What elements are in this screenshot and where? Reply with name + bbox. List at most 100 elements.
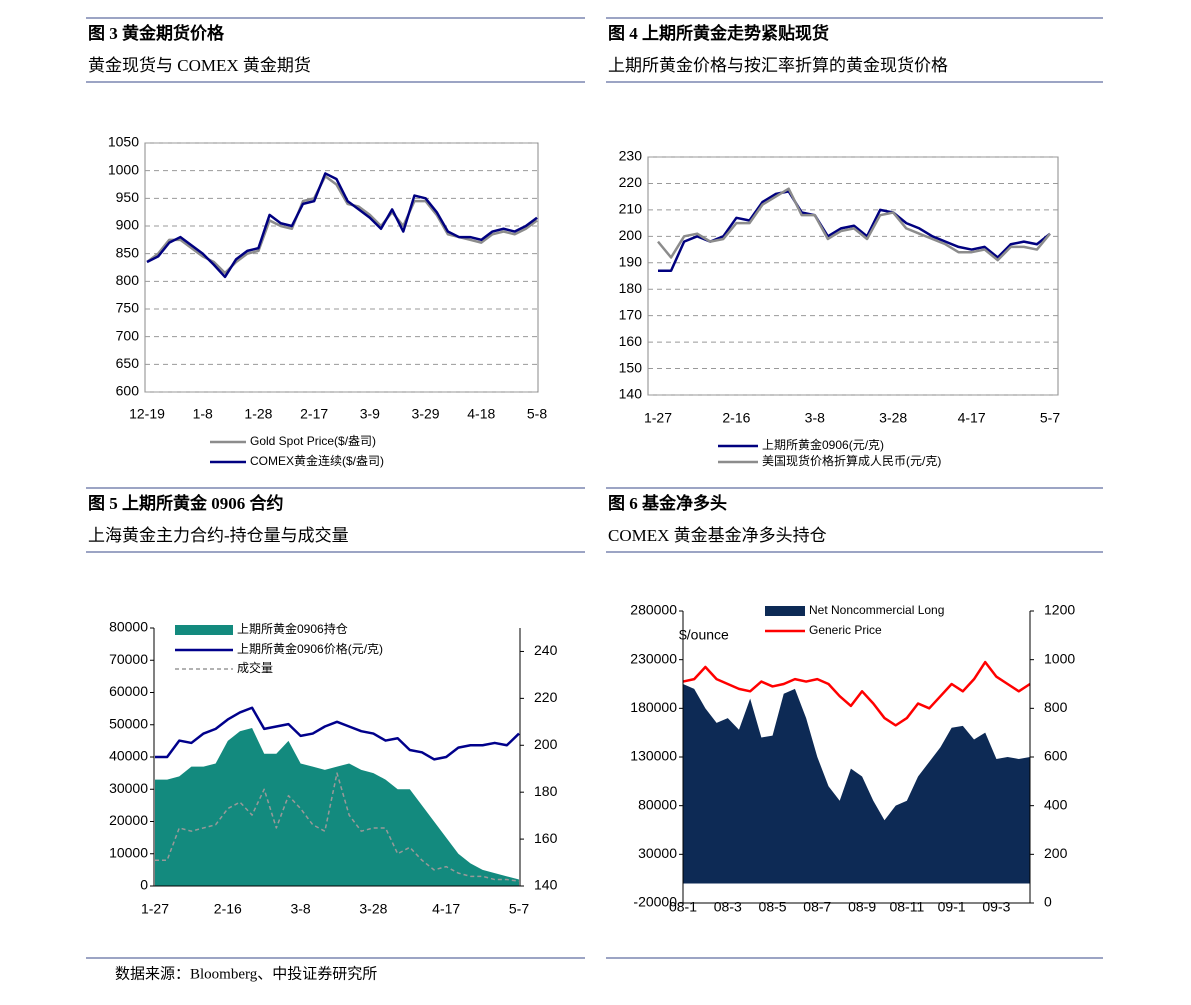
y-tick-label: 800 — [116, 272, 140, 288]
y-tick-label: 850 — [116, 244, 140, 260]
x-tick-label: 1-27 — [644, 410, 672, 426]
legend-label: Net Noncommercial Long — [809, 603, 944, 617]
x-tick-label: 2-16 — [214, 901, 242, 917]
y-tick-label: 750 — [116, 300, 140, 316]
y-tick-label: 10000 — [109, 844, 148, 860]
y-tick-label: 170 — [619, 306, 643, 322]
x-tick-label: 08-5 — [759, 899, 787, 915]
x-tick-label: 08-9 — [848, 899, 876, 915]
x-tick-label: 3-9 — [360, 406, 380, 422]
x-tick-label: 3-28 — [359, 901, 387, 917]
y-tick-label: 190 — [619, 253, 643, 269]
figure-title: 图 6 基金净多头 — [608, 493, 727, 513]
plot-frame — [144, 142, 539, 393]
legend-label: 上期所黄金0906(元/克) — [762, 437, 884, 452]
y-tick-label: 160 — [619, 333, 643, 349]
y-tick-label: 80000 — [109, 619, 148, 635]
y2-tick-label: 0 — [1044, 894, 1052, 910]
y-tick-label: 230000 — [630, 650, 677, 666]
legend-label: COMEX黄金连续($/盎司) — [250, 453, 384, 468]
y-tick-label: 700 — [116, 327, 140, 343]
y-tick-label: 70000 — [109, 651, 148, 667]
y-tick-label: 1000 — [108, 161, 139, 177]
y-tick-label: 60000 — [109, 683, 148, 699]
legend-label: 美国现货价格折算成人民币(元/克) — [762, 453, 941, 468]
y2-tick-label: 140 — [534, 877, 558, 893]
line — [146, 174, 538, 275]
y2-tick-label: 1000 — [1044, 650, 1075, 666]
y2-tick-label: 180 — [534, 783, 558, 799]
area — [155, 727, 519, 886]
y-tick-label: 280000 — [630, 602, 677, 618]
y-tick-label: 30000 — [109, 780, 148, 796]
legend-label: 上期所黄金0906持仓 — [237, 621, 348, 636]
line — [155, 772, 520, 882]
figure-subtitle: 上海黄金主力合约-持仓量与成交量 — [88, 526, 349, 545]
y-tick-label: 0 — [140, 877, 148, 893]
figure-subtitle: COMEX 黄金基金净多头持仓 — [608, 526, 827, 545]
y-tick-label: 600 — [116, 383, 140, 399]
y2-tick-label: 1200 — [1044, 602, 1075, 618]
figure-title: 图 4 上期所黄金走势紧贴现货 — [608, 23, 829, 43]
x-tick-label: 4-17 — [958, 410, 986, 426]
x-tick-label: 08-3 — [714, 899, 742, 915]
y-tick-label: -20000 — [633, 894, 677, 910]
source-note: 数据来源：Bloomberg、中投证券研究所 — [115, 965, 377, 982]
y-tick-label: 210 — [619, 201, 643, 217]
legend-swatch — [175, 625, 233, 635]
y2-tick-label: 200 — [534, 736, 558, 752]
x-tick-label: 1-28 — [244, 406, 272, 422]
legend-label: 成交量 — [237, 660, 273, 675]
x-tick-label: 09-1 — [938, 899, 966, 915]
y-tick-label: 50000 — [109, 715, 148, 731]
line — [657, 187, 1051, 262]
x-tick-label: 3-8 — [290, 901, 310, 917]
y-tick-label: 180000 — [630, 699, 677, 715]
y2-tick-label: 240 — [534, 642, 558, 658]
x-tick-label: 3-8 — [805, 410, 825, 426]
y-tick-label: 900 — [116, 217, 140, 233]
y-tick-label: 130000 — [630, 748, 677, 764]
x-tick-label: 1-27 — [141, 901, 169, 917]
legend-label: Generic Price — [809, 623, 882, 637]
figure-title: 图 3 黄金期货价格 — [88, 23, 225, 43]
y-tick-label: 180 — [619, 280, 643, 296]
y2-tick-label: 220 — [534, 689, 558, 705]
y2-tick-label: 160 — [534, 830, 558, 846]
y-tick-label: 230 — [619, 148, 643, 164]
y2-tick-label: 200 — [1044, 845, 1068, 861]
area — [683, 684, 1030, 884]
y-tick-label: 140 — [619, 386, 643, 402]
line — [658, 190, 1051, 272]
y2-tick-label: 400 — [1044, 796, 1068, 812]
x-tick-label: 4-17 — [432, 901, 460, 917]
x-tick-label: 2-16 — [722, 410, 750, 426]
y-tick-label: 200 — [619, 227, 643, 243]
line — [146, 172, 538, 279]
legend-swatch — [765, 606, 805, 616]
y-tick-label: 650 — [116, 355, 140, 371]
x-tick-label: 3-28 — [879, 410, 907, 426]
figure-title: 图 5 上期所黄金 0906 合约 — [88, 493, 284, 513]
figure-subtitle: 上期所黄金价格与按汇率折算的黄金现货价格 — [608, 56, 948, 75]
y-tick-label: 40000 — [109, 748, 148, 764]
legend-label: 上期所黄金0906价格(元/克) — [237, 641, 383, 656]
y-axis-label: $/ounce — [679, 627, 729, 643]
line — [155, 706, 520, 761]
x-tick-label: 5-7 — [509, 901, 529, 917]
x-tick-label: 09-3 — [982, 899, 1010, 915]
y-tick-label: 20000 — [109, 812, 148, 828]
y2-tick-label: 600 — [1044, 748, 1068, 764]
x-tick-label: 4-18 — [467, 406, 495, 422]
line — [682, 660, 1031, 727]
y-tick-label: 30000 — [638, 845, 677, 861]
x-tick-label: 1-8 — [193, 406, 213, 422]
x-tick-label: 3-29 — [412, 406, 440, 422]
x-tick-label: 5-8 — [527, 406, 547, 422]
legend-label: Gold Spot Price($/盎司) — [250, 434, 376, 448]
y-tick-label: 950 — [116, 189, 140, 205]
y-tick-label: 150 — [619, 359, 643, 375]
y-tick-label: 1050 — [108, 134, 139, 150]
x-tick-label: 5-7 — [1040, 410, 1060, 426]
x-tick-label: 08-11 — [889, 899, 924, 915]
